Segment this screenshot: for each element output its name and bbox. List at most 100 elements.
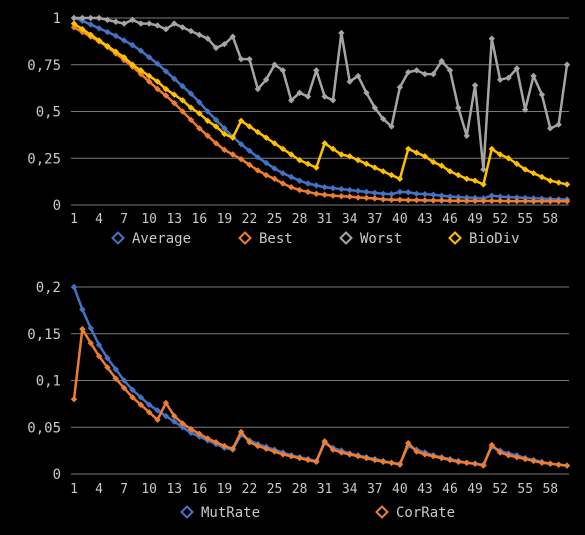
series-worst [70,14,571,173]
data-point [288,184,295,191]
data-point [405,439,412,447]
data-point [480,462,487,469]
data-point [212,44,220,52]
x-tick-label: 46 [442,212,458,227]
data-point [104,16,111,24]
x-tick-label: 49 [467,212,483,227]
legend-item-worst[interactable]: Worst [339,231,403,247]
data-point [388,123,395,130]
legend-label: CorRate [396,505,455,521]
legend-item-best[interactable]: Best [238,231,293,247]
data-point [496,151,504,158]
rates-chart: 0 0,05 0,1 0,15 0,2 1 4 7 10 13 16 19 22 25 28 31 34 37 40… [27,280,571,521]
data-point [95,352,103,360]
x-tick-label: 7 [120,482,128,497]
data-point [304,456,312,464]
data-point [112,18,119,25]
data-point [421,451,429,458]
data-point [137,20,145,27]
data-point [488,35,495,42]
x-tick-label: 34 [342,212,358,227]
data-point [396,188,404,196]
legend-label: Best [259,231,293,247]
data-point [129,41,136,49]
data-point [346,153,353,160]
series-biodiv [70,20,571,188]
data-point [371,456,379,464]
data-point [421,153,429,160]
data-point [104,364,111,371]
data-point [388,190,395,198]
x-tick-label: 55 [517,212,533,227]
data-point [137,47,145,54]
data-point [196,430,203,437]
data-point [179,83,186,90]
data-point [271,175,278,183]
data-point [304,93,312,100]
data-point [505,155,512,162]
data-point [112,366,119,373]
data-point [79,325,86,333]
data-point [513,160,521,168]
data-point [496,449,504,456]
legend-item-biodiv[interactable]: BioDiv [448,231,520,247]
legend-item-mutrate[interactable]: MutRate [180,505,261,521]
data-point [396,175,404,183]
data-point [371,195,379,202]
data-point [446,168,454,175]
data-point [321,93,328,100]
y-tick-label: 0,75 [27,58,61,74]
data-point [204,108,211,115]
legend-item-average[interactable]: Average [111,231,192,247]
data-point [563,61,571,68]
data-point [371,164,379,171]
legend-item-corrate[interactable]: CorRate [375,505,456,521]
x-tick-label: 1 [70,212,78,227]
data-point [438,192,445,199]
data-point [246,55,253,63]
data-point [496,193,504,200]
data-point [79,14,86,22]
data-point [396,461,404,468]
data-point [413,149,420,156]
data-point [379,168,387,175]
legend-label: Worst [360,231,402,247]
data-point [212,439,220,446]
legend-label: BioDiv [469,231,520,247]
data-point [354,194,362,201]
data-point [513,197,521,205]
data-point [221,125,228,132]
data-point [455,193,462,201]
data-point [379,115,387,123]
data-point [296,177,303,184]
data-point [455,104,462,111]
data-point [221,146,228,154]
data-point [262,134,270,141]
x-tick-label: 4 [95,212,103,227]
legend: Average Best Worst BioDiv [111,231,520,247]
data-point [496,76,504,83]
data-point [421,70,429,78]
data-point [313,182,320,189]
data-point [262,445,270,452]
data-point [254,85,262,93]
x-tick-label: 16 [192,212,208,227]
data-point [246,123,253,130]
data-point [279,145,287,153]
data-point [129,61,136,68]
data-point [304,188,312,196]
data-point [271,448,278,455]
data-point [237,141,245,148]
x-tick-label: 49 [467,482,483,497]
data-point [471,82,479,89]
data-point [229,134,236,141]
data-point [538,459,546,466]
data-point [438,162,445,169]
data-point [530,198,537,205]
data-point [371,104,379,111]
data-point [430,191,437,198]
data-point [204,132,211,140]
data-point [212,140,220,147]
data-point [296,186,303,194]
x-tick-label: 25 [267,212,283,227]
